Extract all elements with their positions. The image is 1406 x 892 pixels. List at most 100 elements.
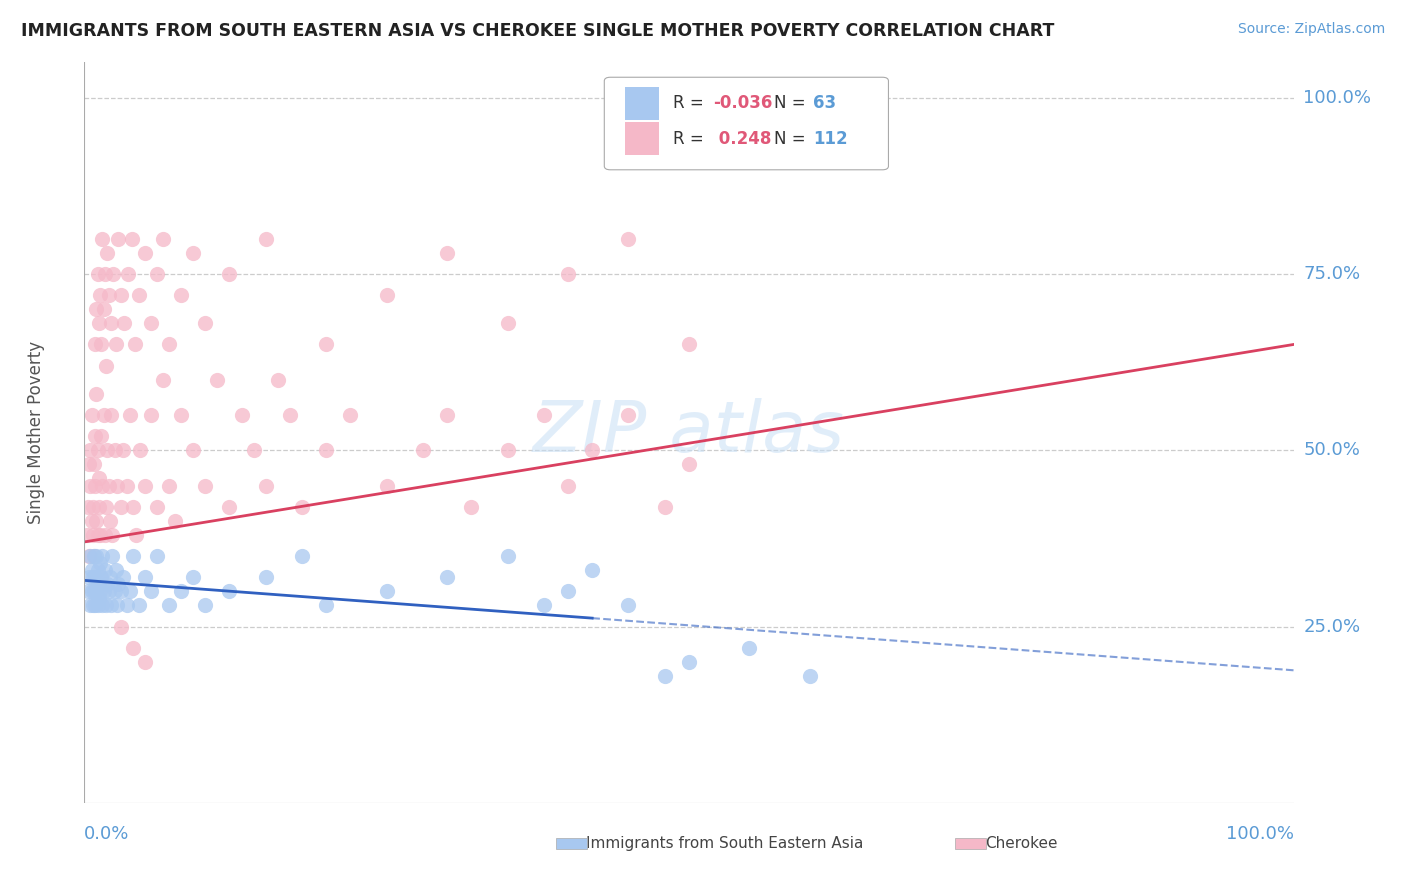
Point (496, 443, 519, 458)
Point (91, 599, 114, 613)
Point (412, 443, 434, 458)
Point (110, 288, 132, 302)
Point (134, 478, 156, 492)
Point (129, 443, 152, 458)
Point (146, 549, 169, 563)
Point (76, 528, 98, 542)
Text: IMMIGRANTS FROM SOUTH EASTERN ASIA VS CHEROKEE SINGLE MOTHER POVERTY CORRELATION: IMMIGRANTS FROM SOUTH EASTERN ASIA VS CH… (21, 22, 1054, 40)
Point (91, 232, 114, 246)
Point (83, 549, 105, 563)
Point (84, 570, 107, 584)
Point (436, 245, 458, 260)
Text: 0.248: 0.248 (713, 129, 772, 148)
Point (617, 232, 640, 246)
Point (181, 443, 204, 458)
Point (128, 599, 150, 613)
Point (83, 584, 105, 599)
FancyBboxPatch shape (605, 78, 889, 169)
Point (128, 288, 150, 302)
Text: 50.0%: 50.0% (1303, 442, 1360, 459)
Point (84, 337, 107, 351)
Point (678, 337, 700, 351)
Point (181, 570, 204, 584)
Point (533, 599, 555, 613)
Point (82, 528, 104, 542)
Point (291, 549, 314, 563)
Bar (955, 838, 986, 849)
Point (110, 500, 132, 514)
Point (86, 599, 108, 613)
Point (146, 500, 169, 514)
Point (121, 500, 143, 514)
Point (87, 316, 110, 330)
Point (557, 584, 579, 599)
Point (375, 584, 398, 599)
Point (97, 288, 120, 302)
Text: 75.0%: 75.0% (1303, 265, 1361, 283)
Text: Source: ZipAtlas.com: Source: ZipAtlas.com (1237, 22, 1385, 37)
Point (80, 514, 103, 528)
Point (194, 599, 217, 613)
Point (121, 640, 143, 655)
Point (90, 337, 112, 351)
Point (91, 549, 114, 563)
Point (83, 458, 105, 472)
Point (84, 429, 107, 443)
Text: 25.0%: 25.0% (1303, 617, 1361, 635)
Point (77, 570, 100, 584)
Point (87, 500, 110, 514)
Point (654, 669, 676, 683)
Text: 0.0%: 0.0% (84, 825, 129, 843)
Point (96, 443, 118, 458)
Point (97, 478, 120, 492)
Bar (555, 838, 586, 849)
Point (242, 443, 264, 458)
Point (339, 408, 361, 422)
Point (77, 549, 100, 563)
Point (104, 337, 127, 351)
Point (89, 528, 111, 542)
Point (86, 584, 108, 599)
Point (97, 584, 120, 599)
Point (738, 640, 761, 655)
Point (87, 577, 110, 591)
Point (799, 669, 821, 683)
Point (152, 232, 174, 246)
Point (94, 267, 117, 281)
Point (170, 584, 193, 599)
Text: 100.0%: 100.0% (1226, 825, 1294, 843)
Point (77, 458, 100, 472)
Point (86, 443, 108, 458)
Point (139, 408, 162, 422)
Text: R =: R = (673, 129, 709, 148)
Point (157, 337, 180, 351)
Point (436, 408, 458, 422)
Point (254, 570, 277, 584)
Point (103, 267, 125, 281)
Point (157, 599, 180, 613)
Point (82, 570, 104, 584)
Point (267, 373, 290, 387)
Point (100, 599, 122, 613)
Point (94, 359, 117, 373)
Point (112, 443, 135, 458)
Point (104, 584, 127, 599)
Point (460, 500, 482, 514)
Point (117, 267, 139, 281)
Point (94, 528, 117, 542)
Point (100, 316, 122, 330)
Point (134, 570, 156, 584)
Point (678, 458, 700, 472)
Point (110, 584, 132, 599)
Point (496, 549, 519, 563)
Point (107, 232, 129, 246)
Point (77, 584, 100, 599)
Point (105, 599, 128, 613)
Text: Cherokee: Cherokee (986, 836, 1057, 851)
Point (104, 443, 127, 458)
Point (101, 549, 124, 563)
Point (115, 599, 138, 613)
Point (315, 599, 337, 613)
Point (139, 584, 162, 599)
Point (82, 500, 104, 514)
